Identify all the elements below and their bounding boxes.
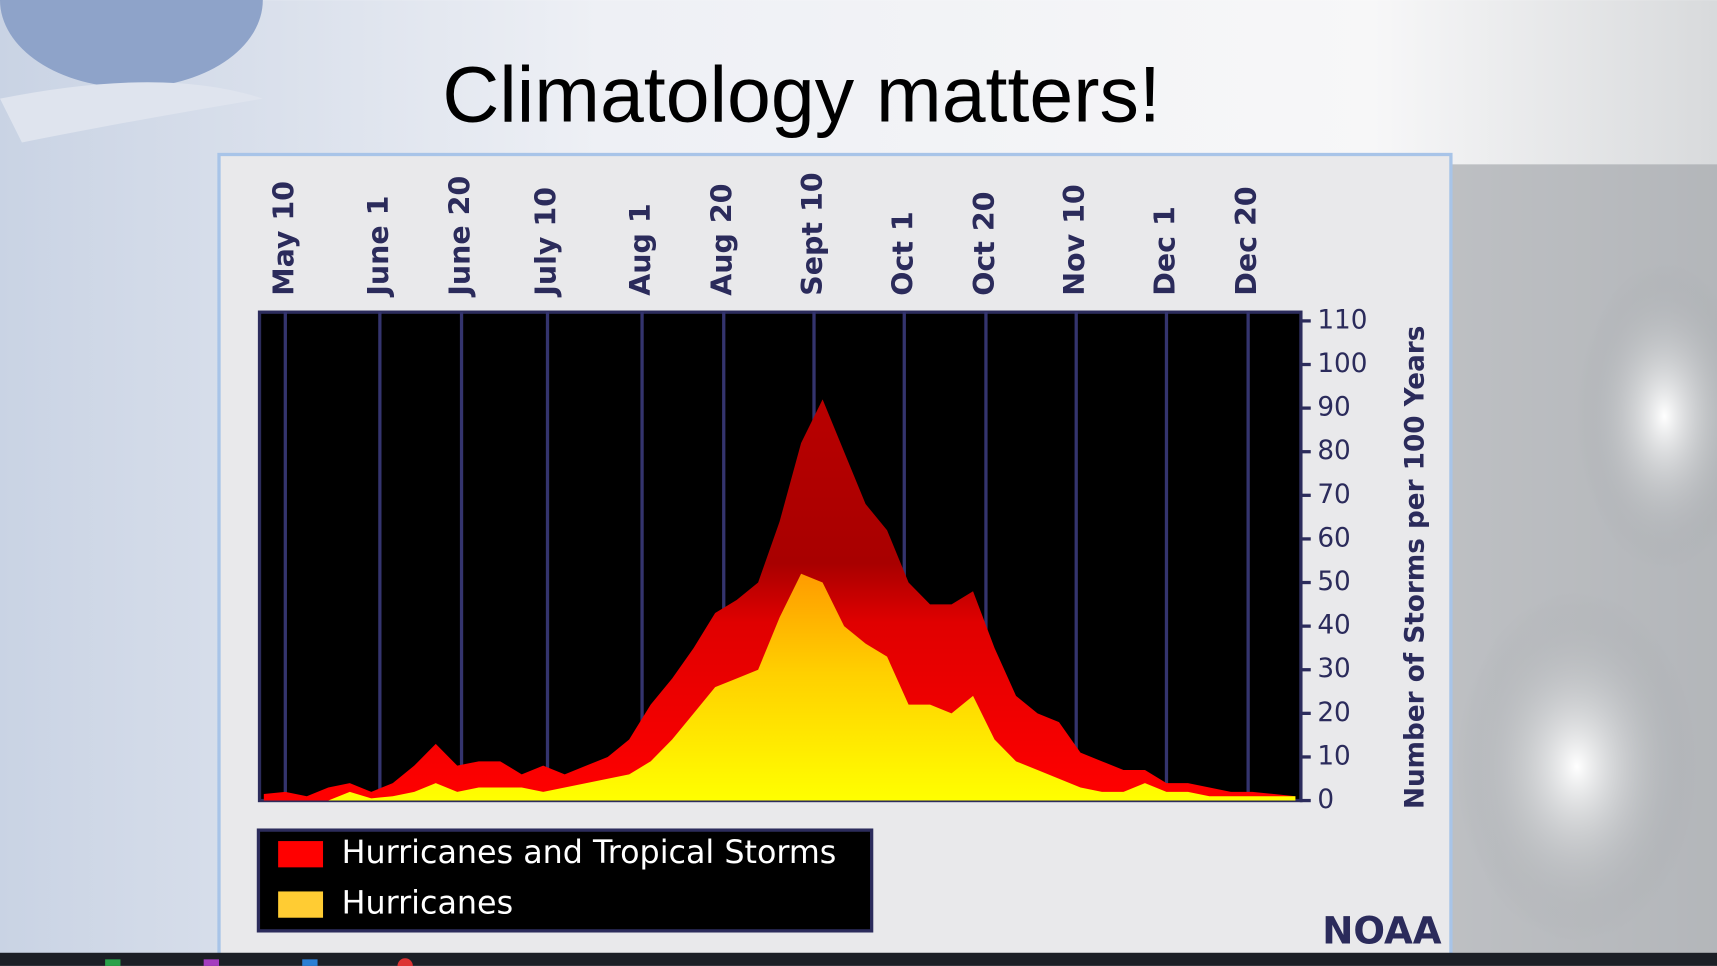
x-tick-label: July 10 xyxy=(530,187,563,298)
taskbar-icon xyxy=(105,959,121,966)
x-tick-label: Dec 1 xyxy=(1148,206,1181,296)
y-tick-label: 50 xyxy=(1317,567,1350,597)
legend xyxy=(256,828,874,933)
cloud xyxy=(1456,591,1698,942)
y-tick-label: 40 xyxy=(1317,611,1350,641)
logo-swoosh xyxy=(0,82,263,143)
cloud xyxy=(1576,262,1717,570)
x-tick-label: June 20 xyxy=(444,176,477,298)
y-tick-label: 90 xyxy=(1317,393,1350,423)
y-tick-label: 0 xyxy=(1317,785,1334,815)
x-tick-label: Aug 20 xyxy=(706,184,739,296)
y-tick-label: 70 xyxy=(1317,480,1350,510)
y-tick-label: 10 xyxy=(1317,741,1350,771)
x-tick-label: Oct 1 xyxy=(886,211,919,295)
x-tick-label: Aug 1 xyxy=(624,203,657,295)
y-tick-label: 20 xyxy=(1317,698,1350,728)
area xyxy=(263,573,1296,801)
y-axis-label: Number of Storms per 100 Years xyxy=(1400,326,1430,809)
legend-swatch xyxy=(278,841,324,868)
slide-title: Climatology matters! xyxy=(442,51,1160,139)
area xyxy=(263,399,1296,801)
x-tick-label: Dec 20 xyxy=(1230,186,1263,295)
taskbar-icon xyxy=(203,959,220,966)
legend-label: Hurricanes xyxy=(342,886,513,922)
x-tick-label: May 10 xyxy=(267,181,300,296)
source-label: NOAA xyxy=(1322,909,1442,953)
y-tick-label: 100 xyxy=(1317,349,1367,379)
legend-swatch xyxy=(278,891,324,918)
y-tick-label: 60 xyxy=(1317,523,1350,553)
y-tick-label: 80 xyxy=(1317,436,1350,466)
y-tick-label: 30 xyxy=(1317,654,1350,684)
x-tick-label: June 1 xyxy=(362,196,395,298)
x-tick-label: Oct 20 xyxy=(968,192,1001,296)
taskbar-icon xyxy=(397,958,413,966)
legend-label: Hurricanes and Tropical Storms xyxy=(342,835,837,871)
y-tick-label: 110 xyxy=(1317,305,1367,335)
taskbar xyxy=(0,952,1717,966)
taskbar-icon xyxy=(302,959,318,966)
logo-swoosh xyxy=(0,0,263,88)
x-tick-label: Sept 10 xyxy=(796,172,829,295)
x-tick-label: Nov 10 xyxy=(1058,184,1091,295)
